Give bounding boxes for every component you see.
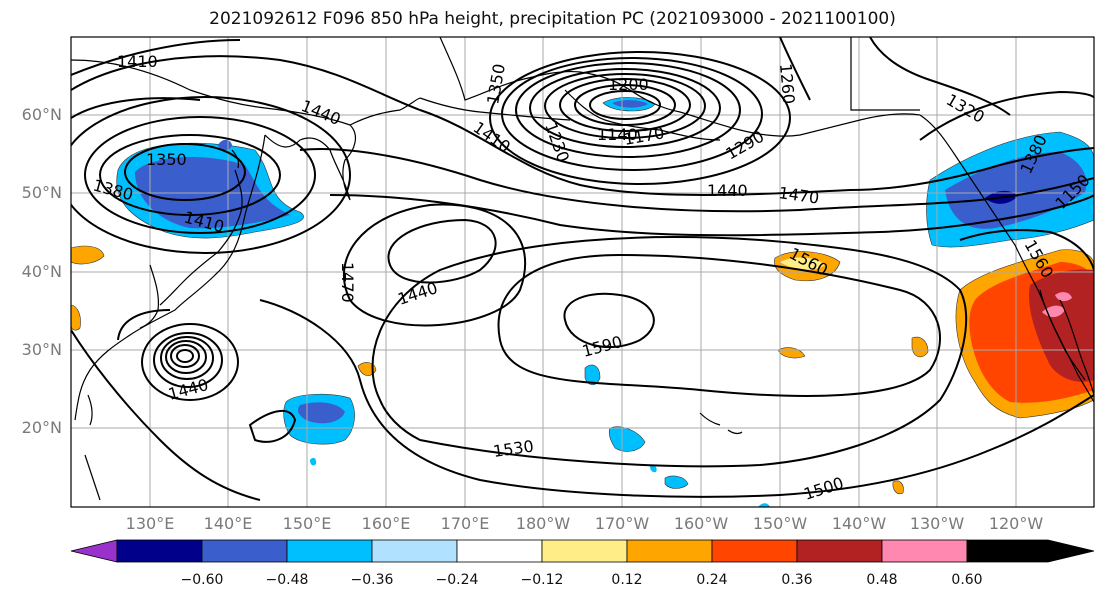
lon-label: 150°E <box>282 514 332 533</box>
lon-label: 140°E <box>203 514 253 533</box>
contour-label: 1590 <box>580 332 624 361</box>
map-frame <box>70 36 1095 508</box>
gridlines <box>71 37 1094 507</box>
lon-label: 160°E <box>361 514 411 533</box>
colorbar-tick-label: −0.60 <box>180 572 224 588</box>
contour-label: 1410 <box>470 118 514 157</box>
colorbar-segment <box>456 539 543 563</box>
colorbar-tick-label: 0.12 <box>611 572 643 588</box>
colorbar-extend-high <box>966 539 1095 563</box>
colorbar-tick-label: 0.24 <box>696 572 728 588</box>
contour-label: 1140 <box>597 125 638 144</box>
lon-label: 140°W <box>831 514 887 533</box>
lon-label: 120°W <box>988 514 1044 533</box>
contour-label: 1470 <box>777 183 820 207</box>
lat-label: 50°N <box>21 183 62 202</box>
colorbar-tick-label: −0.48 <box>265 572 309 588</box>
contour-label: 1200 <box>608 75 649 94</box>
lon-label: 150°W <box>752 514 808 533</box>
colorbar-segment <box>881 539 968 563</box>
contour-label: 1410 <box>117 52 158 71</box>
colorbar-segment <box>371 539 458 563</box>
lon-label: 130°E <box>125 514 175 533</box>
contour-label: 1440 <box>299 96 344 129</box>
lon-label: 130°W <box>909 514 965 533</box>
colorbar-segment <box>541 539 628 563</box>
colorbar <box>70 539 1095 563</box>
lat-label: 60°N <box>21 105 62 124</box>
colorbar-tick-label: 0.60 <box>951 572 983 588</box>
lat-label: 40°N <box>21 262 62 281</box>
colorbar-tick-label: 0.36 <box>781 572 813 588</box>
colorbar-segment <box>626 539 713 563</box>
colorbar-extend-low <box>70 539 118 563</box>
contour-label: 1440 <box>707 181 748 200</box>
colorbar-tick-label: 0.48 <box>866 572 898 588</box>
height-contours <box>71 37 1094 501</box>
colorbar-segment <box>796 539 883 563</box>
lat-label: 20°N <box>21 418 62 437</box>
lon-label: 170°W <box>594 514 650 533</box>
contour-label: 1500 <box>801 473 846 504</box>
contour-label: 1260 <box>776 63 798 105</box>
coastlines <box>71 37 1094 501</box>
colorbar-tick-label: −0.36 <box>350 572 394 588</box>
contour-label: 1350 <box>146 150 187 169</box>
colorbar-tick-label: −0.12 <box>520 572 564 588</box>
contour-label: 1440 <box>395 278 440 309</box>
colorbar-segment <box>116 539 203 563</box>
colorbar-segment <box>201 539 288 563</box>
colorbar-segment <box>286 539 373 563</box>
lon-label: 160°W <box>673 514 729 533</box>
contour-label: 1470 <box>338 262 357 303</box>
contour-label: 1350 <box>483 62 509 105</box>
lon-label: 180°W <box>515 514 571 533</box>
colorbar-segment <box>711 539 798 563</box>
colorbar-tick-label: −0.24 <box>435 572 479 588</box>
precipitation-shading <box>71 97 1094 507</box>
map-title: 2021092612 F096 850 hPa height, precipit… <box>209 9 896 29</box>
lat-label: 30°N <box>21 340 62 359</box>
lon-label: 170°E <box>440 514 490 533</box>
